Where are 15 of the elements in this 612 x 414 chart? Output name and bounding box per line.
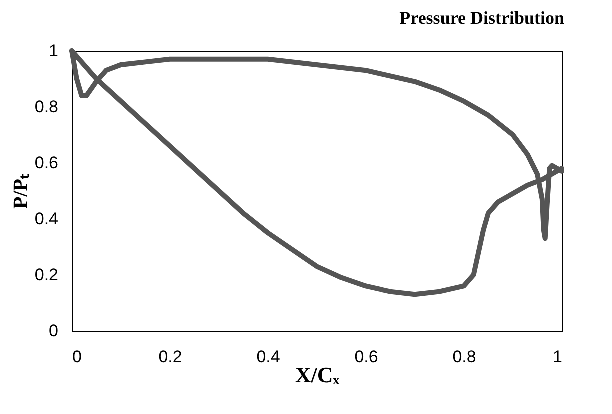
y-tick-label: 0.2 (34, 266, 58, 284)
x-tick-label: 0.8 (452, 348, 476, 366)
y-tick-label: 0.4 (34, 210, 58, 228)
y-tick-label: 0.6 (34, 154, 58, 172)
y-tick-label: 1 (49, 42, 58, 60)
y-tick-label: 0.8 (34, 98, 58, 116)
chart-title: Pressure Distribution (400, 8, 564, 28)
x-tick-label: 0.6 (354, 348, 378, 366)
x-axis-title: X/Cₓ (295, 362, 340, 388)
y-axis-title: P/Pₜ (10, 174, 32, 209)
x-tick-label: 1 (553, 348, 562, 366)
x-tick-label: 0.4 (256, 348, 280, 366)
x-tick-label: 0.2 (158, 348, 182, 366)
y-tick-label: 0 (49, 322, 58, 340)
x-tick-label: 0 (72, 348, 82, 366)
